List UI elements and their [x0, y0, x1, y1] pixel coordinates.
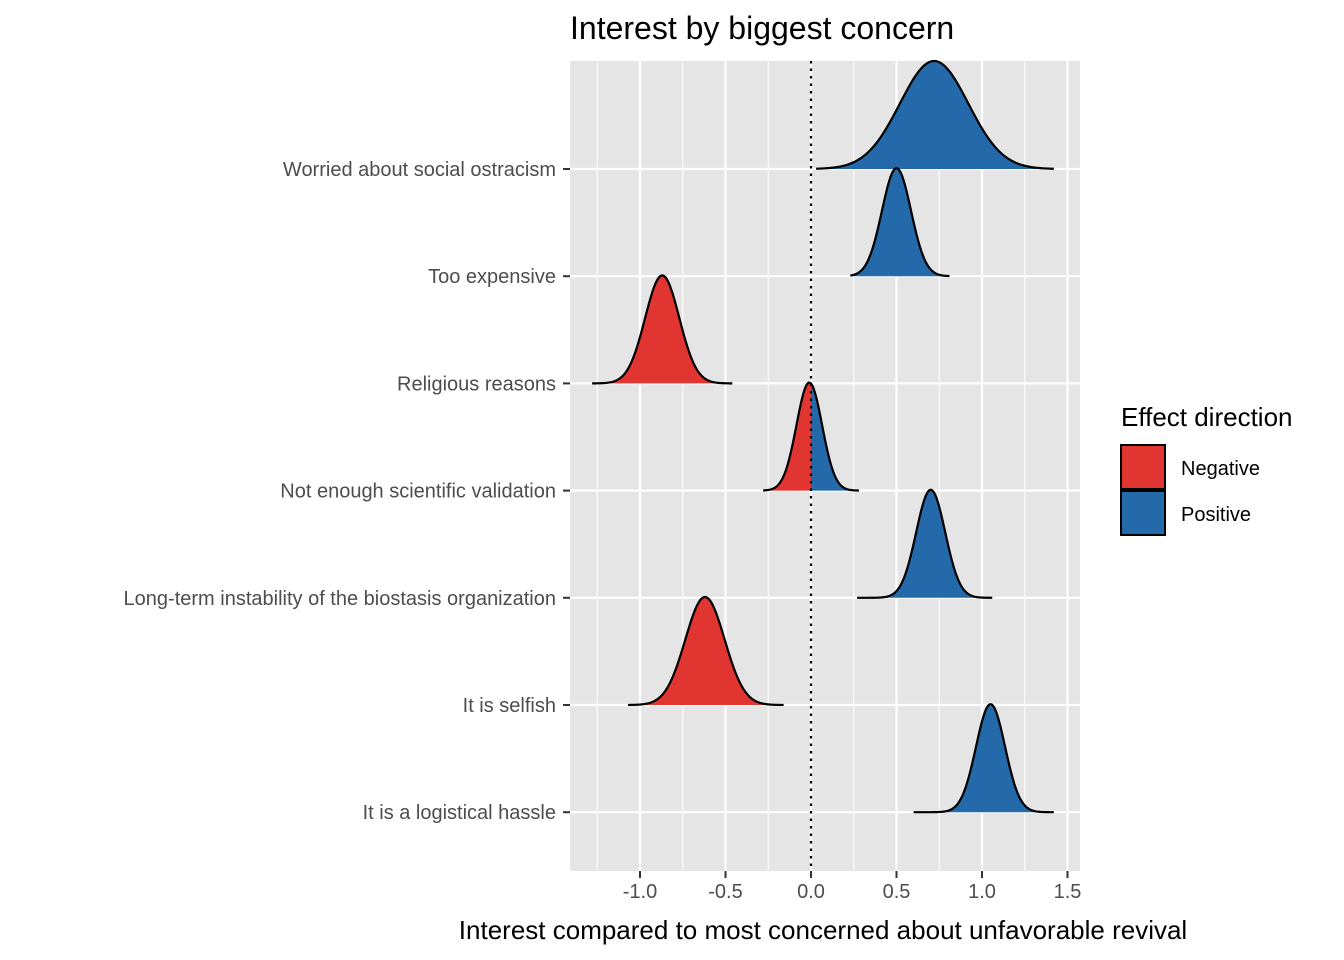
ridge-fill	[816, 61, 1054, 169]
ridge-1	[816, 59, 1054, 170]
x-tick-label: -0.5	[708, 881, 742, 903]
x-tick-label: 1.0	[968, 881, 996, 903]
ridge-fill-positive	[811, 383, 859, 491]
ridge-3	[592, 274, 733, 385]
y-tick-label: Worried about social ostracism	[283, 159, 556, 181]
legend-title: Effect direction	[1121, 402, 1293, 432]
ridge-fill	[857, 489, 993, 598]
legend-key-positive	[1120, 490, 1166, 536]
ridge-outline	[857, 488, 993, 599]
x-tick-label: 0.0	[797, 881, 825, 903]
y-tick-label: It is a logistical hassle	[363, 802, 556, 824]
y-tick-label: Not enough scientific validation	[280, 481, 556, 503]
ridge-outline	[913, 703, 1054, 814]
ridge-fill	[913, 704, 1054, 813]
x-axis: -1.0 -0.5 0.0 0.5 1.0 1.5	[623, 871, 1082, 903]
legend-label-positive: Positive	[1181, 504, 1251, 526]
ridge-5	[857, 488, 993, 599]
ridge-6	[628, 595, 784, 707]
y-tick-label: It is selfish	[463, 695, 556, 717]
x-tick-label: 1.5	[1054, 881, 1082, 903]
y-tick-label: Religious reasons	[397, 373, 556, 395]
ridge-2	[850, 167, 950, 278]
x-axis-title: Interest compared to most concerned abou…	[459, 915, 1187, 945]
x-tick-label: 0.5	[883, 881, 911, 903]
legend-label-negative: Negative	[1181, 458, 1260, 480]
ridge-outline	[850, 167, 950, 278]
legend-key-negative	[1120, 444, 1166, 490]
legend: Effect direction Negative Positive	[1120, 402, 1293, 536]
y-tick-label: Too expensive	[428, 266, 556, 288]
ridge-fill-negative	[763, 382, 811, 491]
ridge-fill	[592, 275, 733, 384]
x-tick-label: -1.0	[623, 881, 657, 903]
ridge-fill	[850, 168, 950, 277]
ridge-outline	[816, 59, 1054, 170]
ridge-fill	[628, 597, 784, 705]
y-axis: Worried about social ostracism Too expens…	[124, 159, 570, 824]
ridge-outline	[592, 274, 733, 385]
ridge-outline	[628, 595, 784, 707]
chart-title: Interest by biggest concern	[570, 10, 954, 46]
y-tick-label: Long-term instability of the biostasis o…	[124, 588, 556, 610]
ridge-7	[913, 703, 1054, 814]
density-ridges	[592, 59, 1054, 814]
